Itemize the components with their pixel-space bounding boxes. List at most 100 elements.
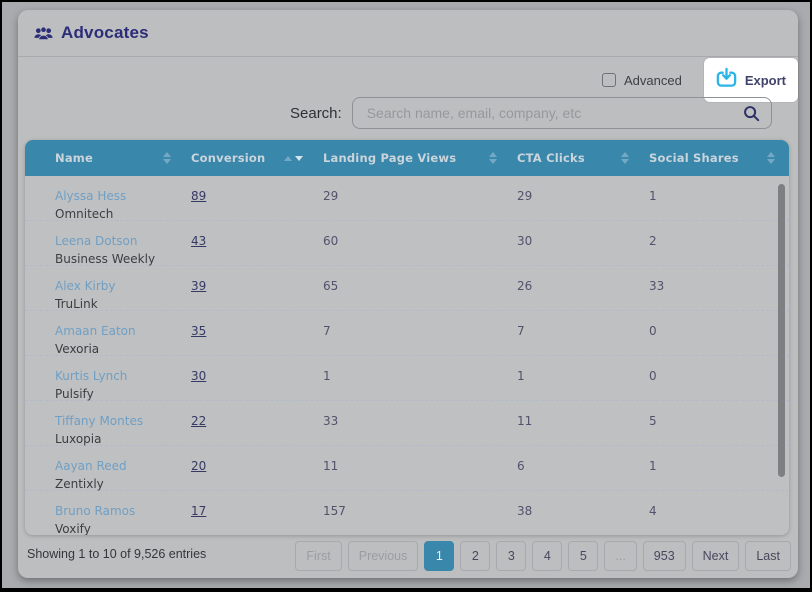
social-shares-value: 4 [649,504,657,518]
pagination-button[interactable]: Last [745,541,791,571]
conversion-link[interactable]: 20 [191,459,207,473]
social-shares-cell: 2 [643,221,789,265]
conversion-link[interactable]: 43 [191,234,207,248]
pagination: First Previous 1 2 3 4 5 ... 953 Next La… [295,541,791,571]
advocate-company: Vexoria [55,342,100,356]
column-label: Conversion [191,151,266,165]
column-header[interactable]: Landing Page Views [317,140,511,176]
name-cell: Bruno Ramos Voxify [25,491,185,535]
advocate-name-link[interactable]: Tiffany Montes [55,414,144,428]
landing-page-views-value: 60 [323,234,339,248]
name-cell: Alyssa Hess Omnitech [25,176,185,221]
pagination-button[interactable]: 4 [532,541,563,571]
name-cell: Alex Kirby TruLink [25,266,185,311]
table-body: Alyssa Hess Omnitech 89 29 29 1 Leena Do… [25,176,789,535]
landing-page-views-value: 7 [323,324,331,338]
social-shares-value: 33 [649,279,665,293]
conversion-link[interactable]: 17 [191,504,207,518]
cta-clicks-cell: 26 [511,266,643,310]
pagination-button[interactable]: Previous [347,541,419,571]
conversion-link[interactable]: 30 [191,369,207,383]
pagination-button[interactable]: ... [604,541,637,571]
advocate-name-link[interactable]: Alex Kirby [55,279,116,293]
column-header[interactable]: Social Shares [643,140,789,176]
pagination-button[interactable]: First [295,541,342,571]
conversion-cell: 89 [185,176,317,220]
name-cell: Aayan Reed Zentixly [25,446,185,491]
landing-page-views-cell: 29 [317,176,511,220]
scrollbar-thumb[interactable] [778,184,785,477]
landing-page-views-cell: 1 [317,356,511,400]
table-row: Alyssa Hess Omnitech 89 29 29 1 [25,176,789,221]
cta-clicks-value: 1 [517,369,525,383]
cta-clicks-cell: 6 [511,446,643,490]
search-input[interactable] [351,97,772,129]
export-label: Export [744,72,786,88]
export-button[interactable]: Export [703,58,798,102]
social-shares-cell: 4 [643,491,789,535]
advocate-name-link[interactable]: Alyssa Hess [55,189,127,203]
table-row: Leena Dotson Business Weekly 43 60 30 2 [25,221,789,266]
cta-clicks-cell: 11 [511,401,643,445]
landing-page-views-cell: 65 [317,266,511,310]
social-shares-value: 2 [649,234,657,248]
column-header[interactable]: Name [25,140,185,176]
column-label: Name [55,151,93,165]
cta-clicks-cell: 7 [511,311,643,355]
advocate-name-link[interactable]: Aayan Reed [55,459,127,473]
pagination-button[interactable]: 1 [424,541,455,571]
advanced-toggle[interactable]: Advanced [602,73,682,88]
advocate-company: Pulsify [55,387,94,401]
advocates-table: Name Conversion Landing Page Views CTA C… [25,140,789,535]
social-shares-value: 5 [649,414,657,428]
advocate-company: Voxify [55,522,91,535]
column-header[interactable]: CTA Clicks [511,140,643,176]
conversion-link[interactable]: 39 [191,279,207,293]
search-row: Search: [290,97,772,129]
conversion-cell: 30 [185,356,317,400]
pagination-button[interactable]: 953 [642,541,686,571]
cta-clicks-value: 38 [517,504,533,518]
pagination-button[interactable]: 2 [460,541,491,571]
advocate-company: TruLink [55,297,98,311]
table-header-row: Name Conversion Landing Page Views CTA C… [25,140,789,176]
social-shares-value: 1 [649,189,657,203]
conversion-cell: 20 [185,446,317,490]
social-shares-cell: 1 [643,446,789,490]
conversion-link[interactable]: 89 [191,189,207,203]
landing-page-views-cell: 157 [317,491,511,535]
landing-page-views-value: 1 [323,369,331,383]
column-label: CTA Clicks [517,151,585,165]
advanced-checkbox[interactable] [602,73,616,87]
advocate-name-link[interactable]: Amaan Eaton [55,324,136,338]
column-header[interactable]: Conversion [185,140,317,176]
name-cell: Amaan Eaton Vexoria [25,311,185,356]
table-row: Bruno Ramos Voxify 17 157 38 4 [25,491,789,535]
pagination-button[interactable]: 3 [496,541,527,571]
advocate-name-link[interactable]: Kurtis Lynch [55,369,128,383]
cta-clicks-value: 11 [517,414,533,428]
advocate-name-link[interactable]: Bruno Ramos [55,504,136,518]
conversion-cell: 43 [185,221,317,265]
search-icon[interactable] [742,104,760,127]
table-row: Tiffany Montes Luxopia 22 33 11 5 [25,401,789,446]
social-shares-value: 0 [649,369,657,383]
landing-page-views-value: 29 [323,189,339,203]
cta-clicks-cell: 38 [511,491,643,535]
conversion-cell: 35 [185,311,317,355]
download-icon [715,66,738,94]
sort-icon [621,152,629,164]
landing-page-views-value: 33 [323,414,339,428]
conversion-link[interactable]: 22 [191,414,207,428]
advocate-name-link[interactable]: Leena Dotson [55,234,138,248]
landing-page-views-cell: 33 [317,401,511,445]
pagination-button[interactable]: Next [691,541,740,571]
conversion-link[interactable]: 35 [191,324,207,338]
pagination-button[interactable]: 5 [568,541,599,571]
social-shares-cell: 0 [643,311,789,355]
social-shares-cell: 1 [643,176,789,220]
social-shares-cell: 33 [643,266,789,310]
column-label: Social Shares [649,151,739,165]
name-cell: Leena Dotson Business Weekly [25,221,185,266]
